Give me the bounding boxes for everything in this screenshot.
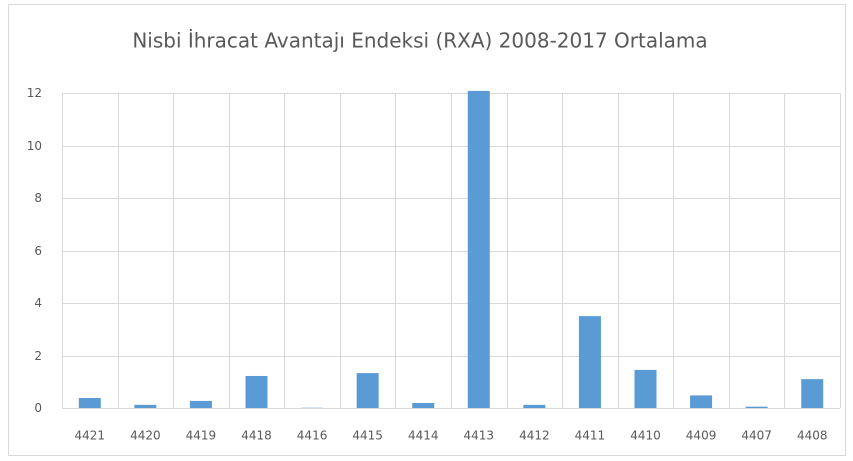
y-tick-label: 6 [34,244,42,258]
chart-title: Nisbi İhracat Avantajı Endeksi (RXA) 200… [132,29,707,53]
bar [578,316,601,408]
bar [412,403,435,408]
x-tick-label: 4419 [186,429,217,443]
bar [245,375,268,408]
x-tick-label: 4418 [241,429,272,443]
x-tick-label: 4415 [352,429,383,443]
y-tick-label: 12 [27,86,42,100]
bar [356,373,379,408]
bar [745,406,768,408]
y-tick-label: 8 [34,191,42,205]
x-tick-label: 4407 [741,429,772,443]
x-tick-label: 4411 [575,429,606,443]
bar [467,90,490,409]
x-tick-label: 4421 [75,429,106,443]
bar [690,395,713,408]
x-tick-label: 4408 [797,429,828,443]
x-tick-label: 4409 [686,429,717,443]
bar [801,379,824,408]
y-tick-label: 2 [34,349,42,363]
x-tick-label: 4420 [130,429,161,443]
bar [523,404,546,408]
bar [634,369,657,408]
y-tick-label: 10 [27,139,42,153]
y-tick-label: 0 [34,401,42,415]
x-tick-label: 4414 [408,429,439,443]
bar [78,398,101,408]
bar [189,400,212,408]
x-tick-label: 4410 [630,429,661,443]
x-tick-label: 4412 [519,429,550,443]
bar [134,404,157,408]
chart-frame [8,4,846,456]
x-tick-label: 4413 [464,429,495,443]
y-tick-label: 4 [34,296,42,310]
x-tick-label: 4416 [297,429,328,443]
